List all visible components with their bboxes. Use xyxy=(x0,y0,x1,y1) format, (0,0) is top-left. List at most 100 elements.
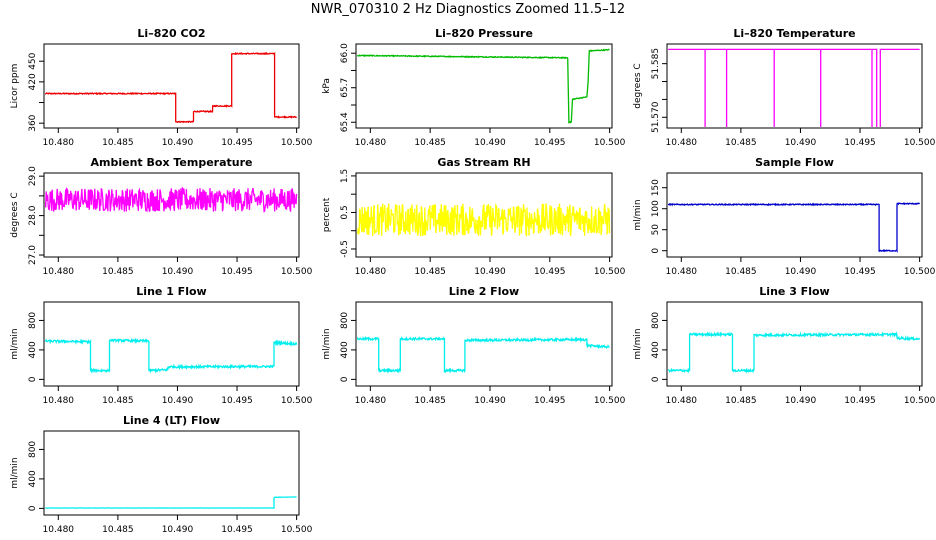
panel-title: Sample Flow xyxy=(755,156,834,169)
x-tick-label: 10.500 xyxy=(281,267,313,277)
series-line xyxy=(357,202,611,238)
series-line xyxy=(45,186,298,213)
panel-line2: Line 2 Flow 10.480 10.485 10.490 10.495 10.50… xyxy=(322,285,626,406)
x-tick-label: 10.495 xyxy=(534,396,566,406)
x-tick-label: 10.480 xyxy=(43,267,75,277)
x-tick-label: 10.490 xyxy=(785,267,817,277)
plot-frame xyxy=(355,172,613,258)
series-line xyxy=(45,51,298,124)
x-tick-label: 10.485 xyxy=(102,525,134,535)
x-tick-label: 10.480 xyxy=(666,267,698,277)
panel-title: Line 1 Flow xyxy=(136,285,206,298)
y-tick-label: 65.7 xyxy=(340,78,350,98)
panel-sample-flow: Sample Flow 10.480 10.485 10.490 10.495 10.50… xyxy=(633,156,936,277)
y-tick-label: 800 xyxy=(651,312,661,329)
x-tick-label: 10.500 xyxy=(904,267,936,277)
series-line xyxy=(668,331,921,374)
panel-title: Line 2 Flow xyxy=(449,285,519,298)
panel-line1: Line 1 Flow 10.480 10.485 10.490 10.495 10.50… xyxy=(10,285,313,406)
x-tick-label: 10.495 xyxy=(534,138,566,148)
y-tick-label: 400 xyxy=(340,341,350,358)
x-tick-label: 10.500 xyxy=(594,267,626,277)
y-tick-label: 0 xyxy=(28,505,38,511)
y-tick-label: 1.5 xyxy=(340,169,350,183)
series-line xyxy=(357,336,611,374)
x-tick-label: 10.495 xyxy=(221,138,253,148)
x-tick-label: 10.490 xyxy=(162,267,194,277)
x-tick-label: 10.495 xyxy=(221,396,253,406)
y-tick-label: 100 xyxy=(651,200,661,217)
y-axis-label: kPa xyxy=(322,78,332,94)
x-tick-label: 10.490 xyxy=(785,138,817,148)
x-tick-label: 10.485 xyxy=(102,396,134,406)
y-axis-label: percent xyxy=(322,197,332,232)
x-tick-label: 10.500 xyxy=(904,396,936,406)
y-tick-label: 27.0 xyxy=(28,245,38,265)
x-tick-label: 10.480 xyxy=(43,525,75,535)
plot-frame xyxy=(355,301,613,387)
panel-line3: Line 3 Flow 10.480 10.485 10.490 10.495 10.50… xyxy=(633,285,936,406)
x-tick-label: 10.490 xyxy=(785,396,817,406)
x-tick-label: 10.480 xyxy=(355,396,387,406)
y-axis-label: degrees C xyxy=(10,192,20,237)
plot-frame xyxy=(666,172,923,258)
x-tick-label: 10.490 xyxy=(474,138,506,148)
y-tick-label: 0 xyxy=(28,376,38,382)
y-axis-label: ml/min xyxy=(633,199,643,230)
x-tick-label: 10.485 xyxy=(102,138,134,148)
y-tick-label: 360 xyxy=(28,114,38,131)
x-tick-label: 10.485 xyxy=(725,267,757,277)
x-tick-label: 10.500 xyxy=(594,396,626,406)
x-tick-label: 10.500 xyxy=(281,396,313,406)
series-line xyxy=(357,48,610,124)
y-tick-label: 450 xyxy=(28,52,38,69)
y-tick-label: 800 xyxy=(28,441,38,458)
series-line xyxy=(45,337,298,374)
y-tick-label: 28.0 xyxy=(28,205,38,225)
plot-frame xyxy=(43,430,300,516)
x-tick-label: 10.480 xyxy=(355,138,387,148)
panel-title: Li–820 Pressure xyxy=(435,27,533,40)
x-tick-label: 10.495 xyxy=(844,267,876,277)
y-tick-label: 400 xyxy=(651,341,661,358)
y-axis-label: ml/min xyxy=(633,328,643,359)
x-tick-label: 10.485 xyxy=(102,267,134,277)
y-tick-label: 65.4 xyxy=(340,112,350,132)
panel-title: Gas Stream RH xyxy=(437,156,530,169)
x-tick-label: 10.495 xyxy=(844,138,876,148)
x-tick-label: 10.500 xyxy=(904,138,936,148)
x-tick-label: 10.490 xyxy=(162,396,194,406)
plot-frame xyxy=(666,301,923,387)
series-line xyxy=(45,496,297,509)
x-tick-label: 10.500 xyxy=(281,138,313,148)
y-tick-label: 66.0 xyxy=(340,43,350,63)
x-tick-label: 10.485 xyxy=(414,138,446,148)
x-tick-label: 10.485 xyxy=(414,396,446,406)
y-tick-label: 51.570 xyxy=(651,101,661,133)
panel-line4: Line 4 (LT) Flow 10.480 10.485 10.490 10.495… xyxy=(10,414,313,535)
plot-frame xyxy=(43,301,300,387)
x-tick-label: 10.490 xyxy=(162,138,194,148)
y-tick-label: 0 xyxy=(651,376,661,382)
x-tick-label: 10.500 xyxy=(281,525,313,535)
y-tick-label: 0.5 xyxy=(340,205,350,219)
y-axis-label: Licor ppm xyxy=(10,64,20,109)
y-tick-label: 0 xyxy=(340,376,350,382)
x-tick-label: 10.480 xyxy=(666,138,698,148)
y-tick-label: 0 xyxy=(651,248,661,254)
panel-licor-temp: Li–820 Temperature 10.480 10.485 10.490 10.4… xyxy=(633,27,936,148)
x-tick-label: 10.495 xyxy=(534,267,566,277)
plot-frame xyxy=(666,43,923,129)
panel-title: Li–820 CO2 xyxy=(137,27,205,40)
y-axis-label: ml/min xyxy=(10,457,20,488)
y-axis-label: degrees C xyxy=(633,63,643,108)
y-tick-label: 50 xyxy=(651,224,661,236)
y-tick-label: -0.5 xyxy=(340,240,350,258)
x-tick-label: 10.495 xyxy=(221,525,253,535)
x-tick-label: 10.490 xyxy=(474,267,506,277)
y-tick-label: 150 xyxy=(651,179,661,196)
y-axis-label: ml/min xyxy=(10,328,20,359)
x-tick-label: 10.480 xyxy=(43,138,75,148)
plot-frame xyxy=(43,43,300,129)
